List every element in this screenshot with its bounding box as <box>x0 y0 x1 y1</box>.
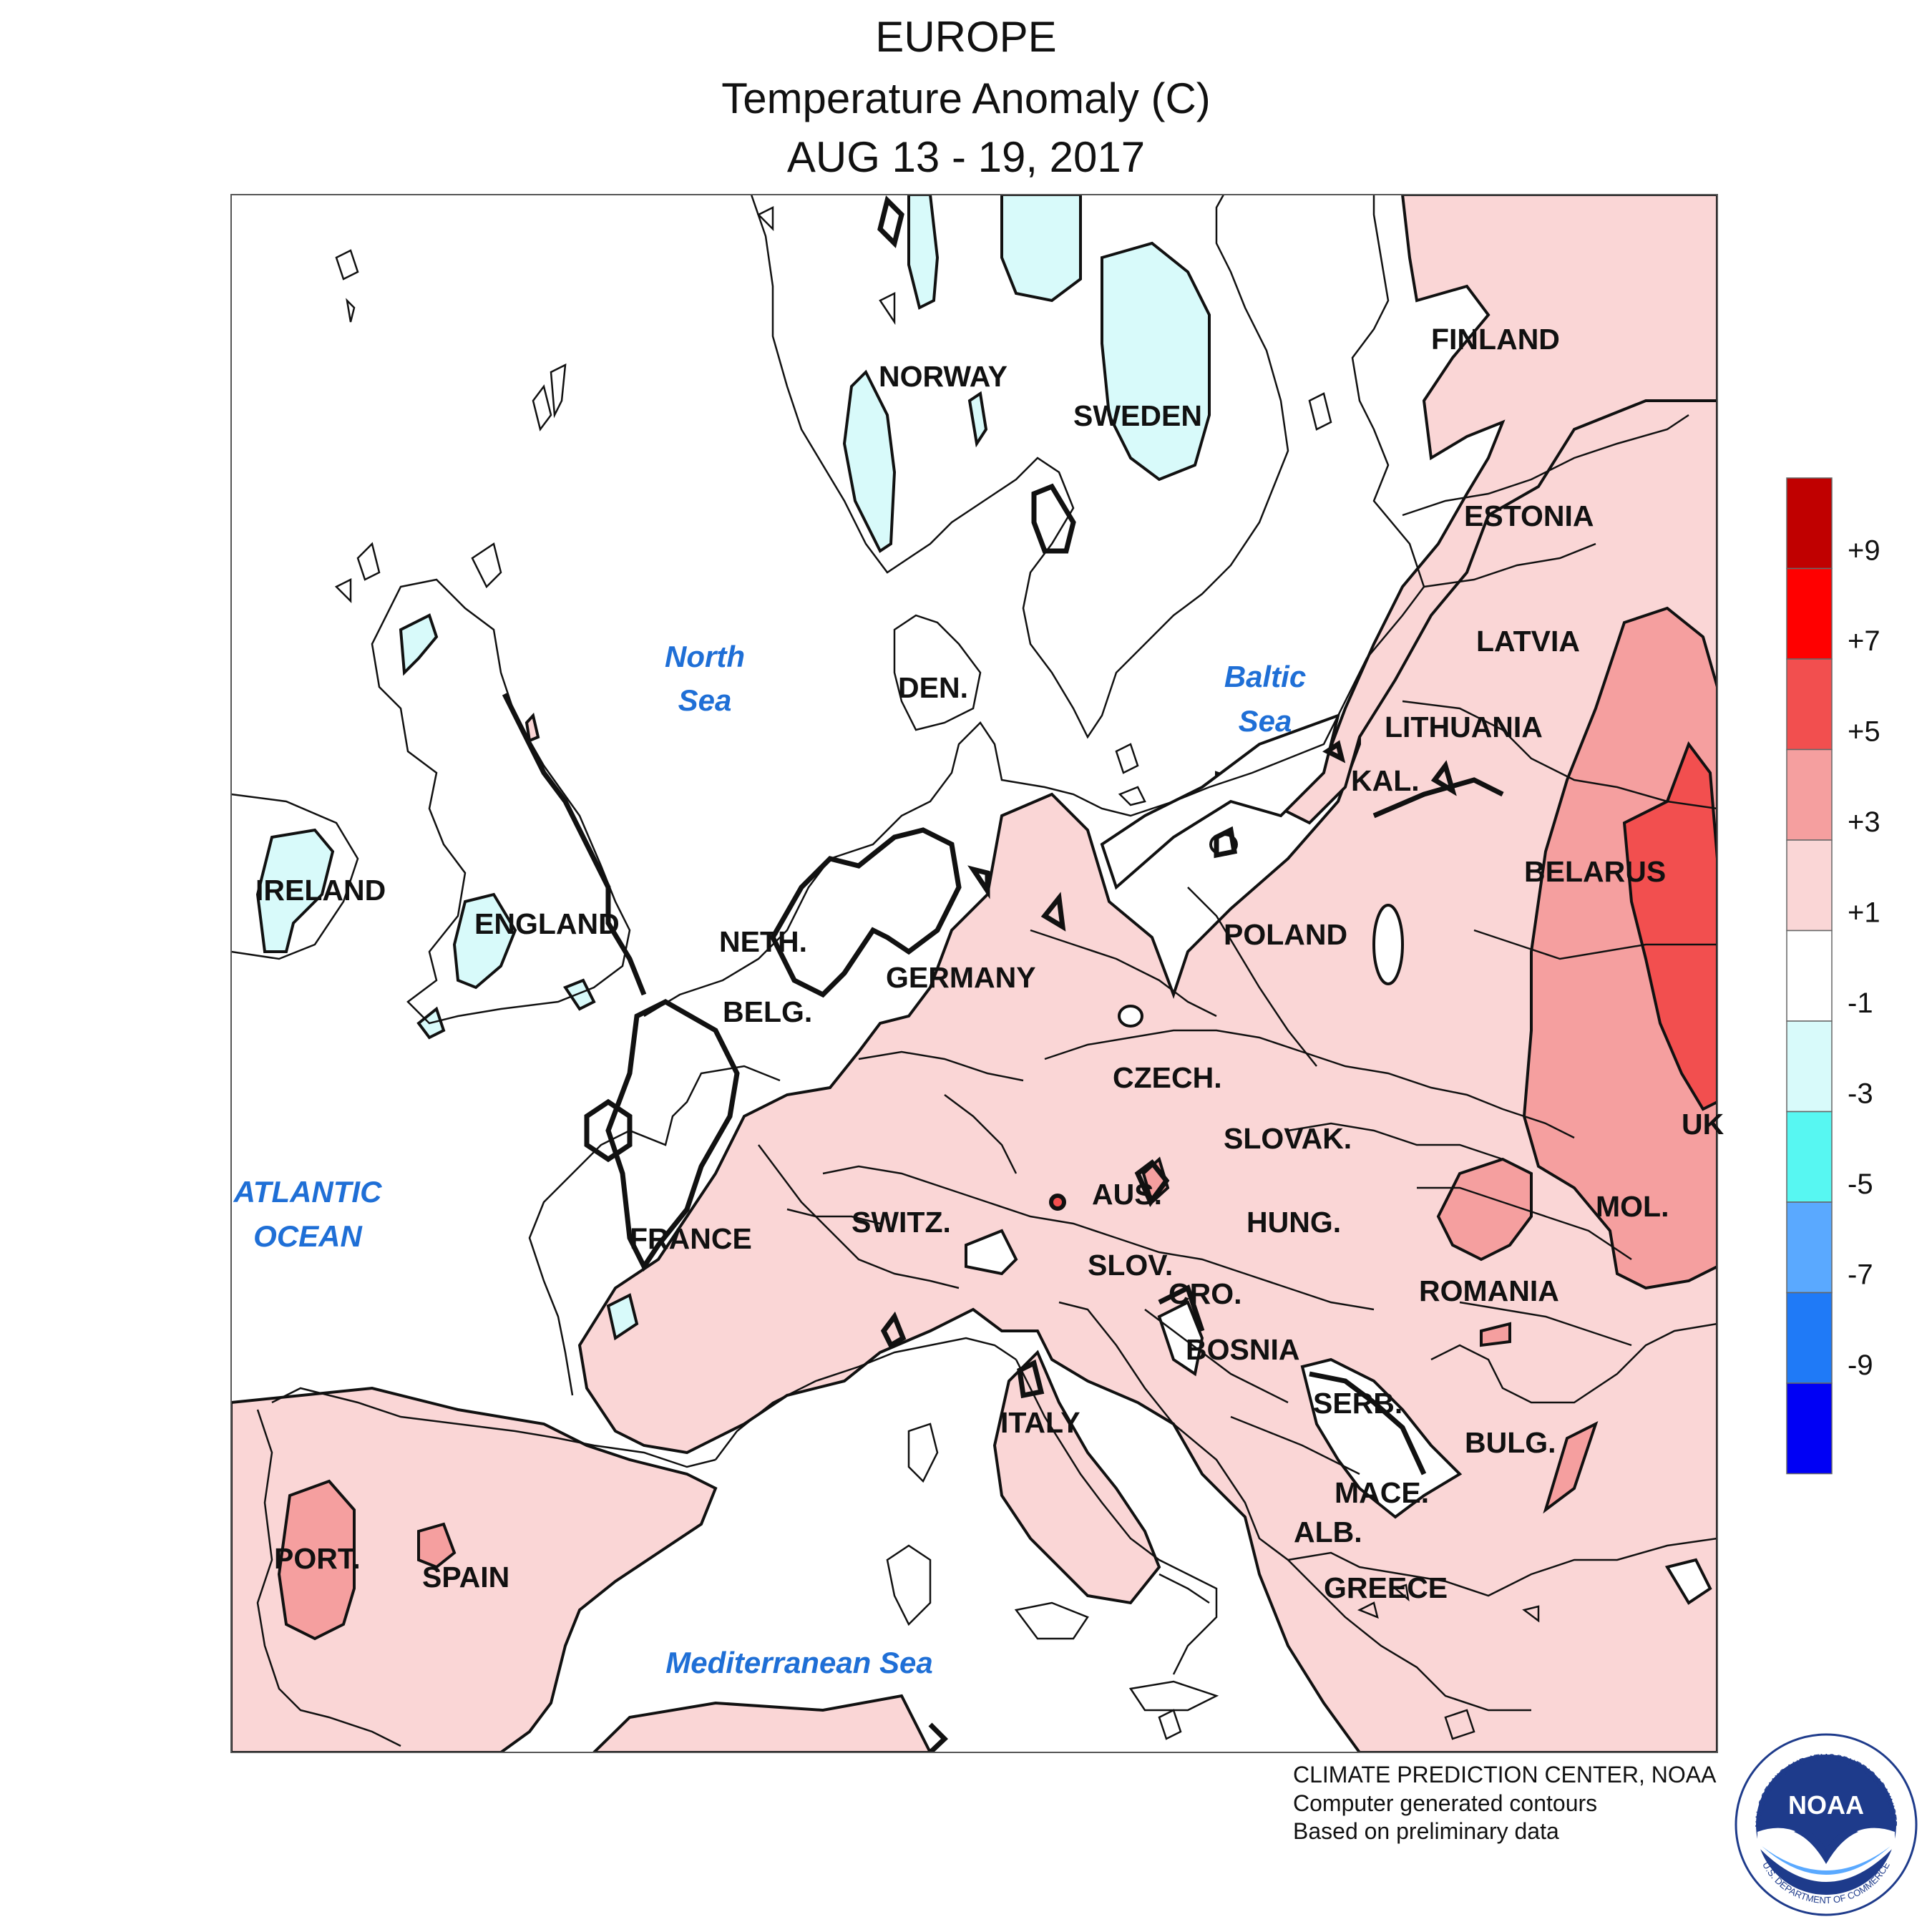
label-atlantic-2: OCEAN <box>253 1219 363 1253</box>
label-latvia: LATVIA <box>1476 625 1580 658</box>
legend-swatch-10 <box>1786 1382 1833 1475</box>
label-slovenia: SLOV. <box>1088 1249 1173 1282</box>
label-finland: FINLAND <box>1431 323 1560 356</box>
label-france: FRANCE <box>630 1222 752 1255</box>
credit-line-2: Computer generated contours <box>1293 1790 1598 1816</box>
legend-tick-label: +1 <box>1848 897 1880 929</box>
label-czech: CZECH. <box>1113 1061 1222 1094</box>
label-croatia: CRO. <box>1169 1277 1242 1310</box>
label-portugal: PORT. <box>274 1542 361 1575</box>
label-ukraine: UK <box>1682 1108 1724 1141</box>
label-netherlands: NETH. <box>719 925 807 958</box>
legend-tick-label: +5 <box>1848 716 1880 748</box>
label-baltic-sea-1: Baltic <box>1224 660 1306 693</box>
label-baltic-sea-2: Sea <box>1239 704 1292 738</box>
label-denmark: DEN. <box>898 671 968 704</box>
anomaly-minus1-areas <box>255 195 1211 1341</box>
legend-swatch-5 <box>1786 930 1833 1022</box>
legend-swatch-4 <box>1786 839 1833 932</box>
label-bulgaria: BULG. <box>1465 1426 1556 1459</box>
legend-swatch-1 <box>1786 567 1833 660</box>
noaa-logo: NOAA NATIONAL OCEANIC AND ATMOSPHERIC AD… <box>1733 1732 1918 1916</box>
legend-tick-label: -9 <box>1848 1350 1873 1381</box>
label-slovakia: SLOVAK. <box>1224 1122 1352 1155</box>
label-spain: SPAIN <box>422 1561 509 1594</box>
label-sweden: SWEDEN <box>1073 399 1202 432</box>
label-belarus: BELARUS <box>1524 855 1666 888</box>
label-england: ENGLAND <box>474 907 620 940</box>
map-variable: Temperature Anomaly (C) <box>721 74 1211 122</box>
label-north-sea-1: North <box>665 640 745 673</box>
credit-line-3: Based on preliminary data <box>1293 1818 1559 1844</box>
label-macedonia: MACE. <box>1335 1476 1429 1509</box>
label-austria: AUS. <box>1092 1178 1162 1211</box>
legend-swatch-3 <box>1786 748 1833 841</box>
label-hungary: HUNG. <box>1246 1206 1341 1239</box>
coastlines <box>231 195 1717 1747</box>
country-labels: FINLAND NORWAY SWEDEN ESTONIA LATVIA LIT… <box>255 323 1724 1604</box>
label-romania: ROMANIA <box>1419 1274 1559 1307</box>
islands <box>334 205 1540 1740</box>
label-italy: ITALY <box>1000 1406 1080 1439</box>
legend-tick-label: +3 <box>1848 806 1880 838</box>
label-ireland: IRELAND <box>255 874 386 907</box>
label-lithuania: LITHUANIA <box>1385 711 1543 743</box>
legend-tick-label: +9 <box>1848 535 1880 567</box>
map-period: AUG 13 - 19, 2017 <box>786 133 1146 181</box>
legend-swatch-9 <box>1786 1292 1833 1384</box>
noaa-wordmark: NOAA <box>1788 1790 1864 1820</box>
legend-swatch-2 <box>1786 658 1833 751</box>
legend-tick-label: -7 <box>1848 1259 1873 1291</box>
map-title: EUROPE <box>875 13 1057 61</box>
sea-labels: North Sea Baltic Sea ATLANTIC OCEAN Medi… <box>233 640 1307 1679</box>
legend-tick-label: -1 <box>1848 987 1873 1019</box>
label-kaliningrad: KAL. <box>1351 764 1420 797</box>
legend-tick-label: -3 <box>1848 1078 1873 1110</box>
anomaly-plus1-areas <box>231 195 1717 1752</box>
label-poland: POLAND <box>1224 918 1347 951</box>
legend-tick-label: -5 <box>1848 1169 1873 1200</box>
label-atlantic-1: ATLANTIC <box>233 1175 383 1209</box>
label-moldova: MOL. <box>1596 1190 1669 1223</box>
label-bosnia: BOSNIA <box>1186 1333 1299 1366</box>
legend-swatch-7 <box>1786 1111 1833 1203</box>
label-estonia: ESTONIA <box>1464 499 1594 532</box>
label-albania: ALB. <box>1294 1516 1362 1548</box>
label-mediterranean: Mediterranean Sea <box>665 1646 933 1679</box>
color-legend: +9 +7 +5 +3 +1 -1 -3 -5 -7 -9 <box>1786 477 1880 1475</box>
legend-swatch-8 <box>1786 1201 1833 1294</box>
label-north-sea-2: Sea <box>678 683 732 717</box>
label-serbia: SERB. <box>1313 1387 1402 1420</box>
map-frame <box>230 194 1718 1753</box>
legend-tick-label: +7 <box>1848 625 1880 657</box>
zero-contours <box>502 195 1504 1752</box>
label-switzerland: SWITZ. <box>852 1206 951 1239</box>
anomaly-plus5-areas <box>1050 741 1717 1209</box>
label-norway: NORWAY <box>879 360 1008 393</box>
legend-swatch-6 <box>1786 1020 1833 1113</box>
legend-swatch-0 <box>1786 477 1833 570</box>
label-germany: GERMANY <box>886 961 1036 994</box>
credit-line-1: CLIMATE PREDICTION CENTER, NOAA <box>1293 1762 1717 1787</box>
label-greece: GREECE <box>1324 1571 1448 1604</box>
label-belgium: BELG. <box>723 995 812 1028</box>
